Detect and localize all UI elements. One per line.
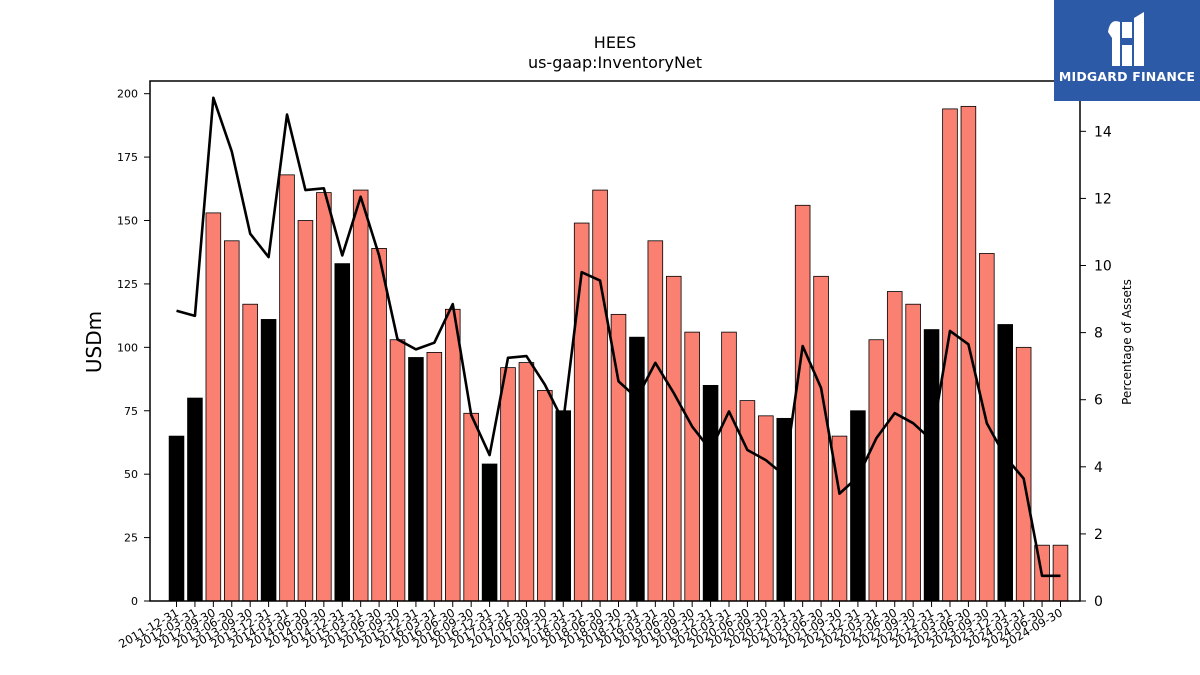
- brand-logo: MIDGARD FINANCE: [1054, 0, 1200, 101]
- bar: [850, 410, 866, 602]
- bar: [794, 204, 811, 602]
- bar: [389, 339, 406, 602]
- y-tick-label: 75: [124, 405, 138, 418]
- y-tick-label: 200: [117, 88, 138, 101]
- bar: [592, 189, 608, 602]
- bar: [444, 308, 461, 602]
- bar: [758, 415, 774, 602]
- bar: [979, 253, 995, 602]
- chart-title: HEES: [594, 33, 636, 52]
- bar: [537, 390, 553, 602]
- bar: [316, 192, 332, 602]
- bar: [647, 240, 664, 602]
- bar: [279, 174, 295, 602]
- chart-subtitle: us-gaap:InventoryNet: [528, 53, 702, 72]
- bar: [408, 357, 424, 602]
- bar: [481, 463, 498, 602]
- bar: [518, 362, 535, 602]
- bar: [868, 339, 885, 602]
- midgard-mark-icon: [1108, 12, 1144, 66]
- bar: [555, 410, 572, 602]
- bar: [960, 105, 977, 602]
- bar: [463, 412, 479, 602]
- y-tick-label: 50: [124, 468, 138, 481]
- brand-name: MIDGARD FINANCE: [1058, 69, 1196, 84]
- bar: [334, 263, 351, 602]
- bar: [1052, 544, 1069, 602]
- series-line: [176, 96, 1061, 578]
- bar: [297, 220, 314, 602]
- bar: [739, 400, 756, 602]
- y2-tick-label: 6: [1094, 393, 1103, 409]
- y2-tick-label: 14: [1094, 124, 1112, 140]
- line-layer: [176, 96, 1061, 578]
- plot-frame: [149, 80, 1081, 602]
- y-tick-label: 125: [117, 278, 138, 291]
- y2-axis-label: Percentage of Assets: [1120, 279, 1134, 405]
- bar: [905, 303, 921, 602]
- y-tick-label: 150: [117, 215, 138, 228]
- bar: [923, 329, 940, 602]
- bar: [629, 336, 645, 602]
- bar: [721, 331, 737, 602]
- bar: [500, 367, 516, 602]
- bar: [684, 331, 700, 602]
- y-tick-label: 175: [117, 151, 138, 164]
- bar: [168, 435, 185, 602]
- y2-tick-label: 2: [1094, 527, 1103, 543]
- y-axis-label: USDm: [82, 311, 106, 373]
- y2-tick-label: 10: [1094, 259, 1112, 275]
- bar: [223, 240, 240, 602]
- y2-tick-label: 4: [1094, 460, 1103, 476]
- bar: [242, 303, 258, 602]
- bar: [352, 189, 369, 602]
- bar: [665, 275, 682, 602]
- bar: [813, 275, 829, 602]
- y2-tick-label: 0: [1094, 594, 1103, 610]
- y2-tick-label: 12: [1094, 191, 1112, 207]
- bar: [187, 397, 203, 602]
- bar: [702, 384, 719, 602]
- bar: [260, 319, 277, 602]
- bar: [886, 291, 903, 602]
- y-tick-label: 100: [117, 341, 138, 354]
- y2-tick-label: 8: [1094, 326, 1103, 342]
- bar: [371, 248, 387, 602]
- axes-layer: 0255075100125150175200024681012142011-12…: [116, 80, 1112, 651]
- y-tick-label: 0: [131, 595, 138, 608]
- bar: [426, 352, 443, 602]
- bar: [205, 212, 222, 602]
- y-tick-label: 25: [124, 532, 138, 545]
